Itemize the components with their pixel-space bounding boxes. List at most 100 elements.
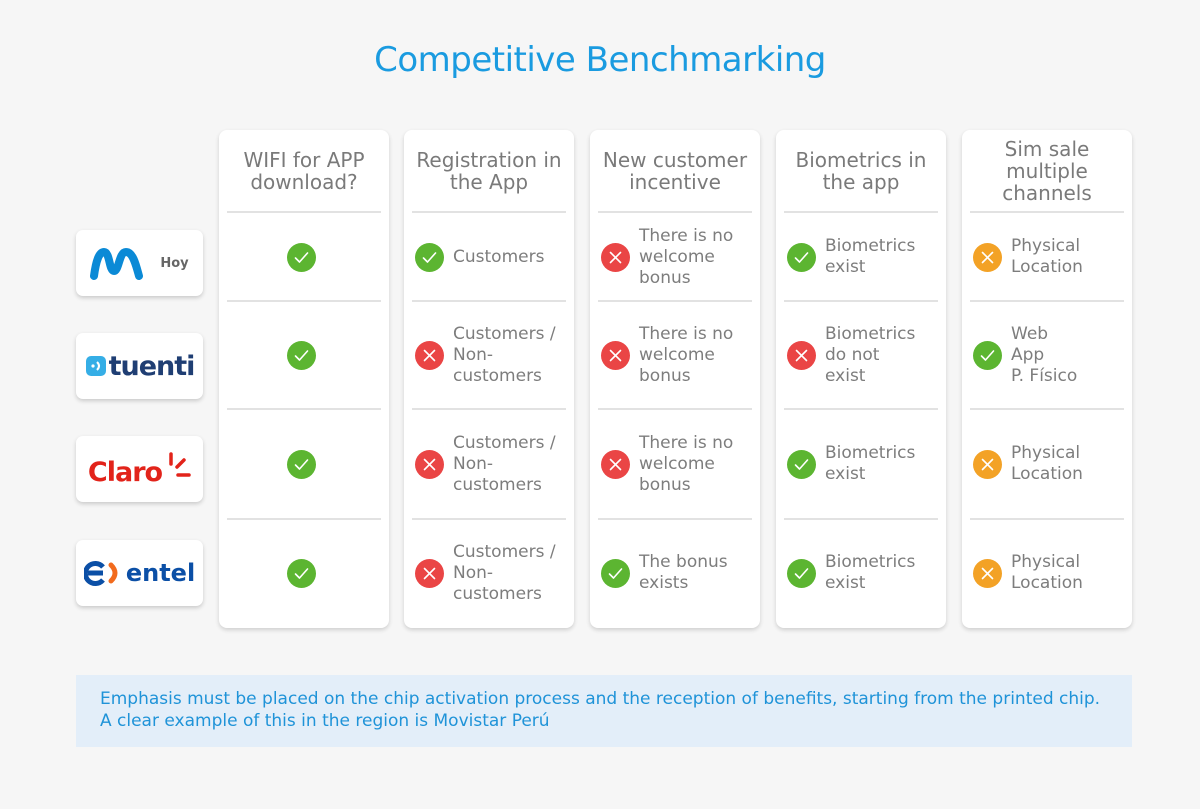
divider xyxy=(784,518,938,520)
table-cell: Biometrics exist xyxy=(776,410,946,518)
cell-text: There is no welcome bonus xyxy=(639,225,734,288)
check-icon xyxy=(973,340,1002,370)
brand-movistar-label: Hoy xyxy=(160,255,189,271)
table-cell: Biometrics exist xyxy=(776,520,946,626)
column-header: WIFI for APP download? xyxy=(243,148,365,194)
tuenti-logo-icon xyxy=(85,356,106,376)
divider xyxy=(412,408,566,410)
table-cell: Customers / Non- customers xyxy=(404,302,574,408)
column-header: Registration in the App xyxy=(416,148,562,194)
column-wifi-for-app-download: WIFI for APP download? xyxy=(219,130,389,628)
cross-icon xyxy=(787,340,816,370)
divider xyxy=(227,518,381,520)
table-cell xyxy=(219,410,389,518)
table-cell: Biometrics exist xyxy=(776,214,946,300)
divider xyxy=(598,518,752,520)
cell-text: Biometrics exist xyxy=(825,552,916,593)
check-icon xyxy=(787,558,816,588)
table-cell xyxy=(219,520,389,626)
divider xyxy=(784,408,938,410)
table-cell: There is no welcome bonus xyxy=(590,214,760,300)
divider xyxy=(598,211,752,213)
cell-text: Physical Location xyxy=(1011,443,1083,484)
column-header: Biometrics in the app xyxy=(795,148,927,194)
partial-cross-icon xyxy=(973,558,1002,588)
table-cell: Physical Location xyxy=(962,520,1132,626)
table-cell: Web App P. Físico xyxy=(962,302,1132,408)
cross-icon xyxy=(415,558,444,588)
cell-text: Biometrics exist xyxy=(825,443,916,484)
cell-text: Customers xyxy=(453,246,545,267)
note-banner: Emphasis must be placed on the chip acti… xyxy=(76,675,1132,747)
divider xyxy=(227,408,381,410)
brand-claro-logo-text: Claro xyxy=(87,456,163,488)
check-icon xyxy=(286,242,316,272)
column-header: Sim sale multiple channels xyxy=(1002,137,1092,205)
check-icon xyxy=(286,340,316,370)
table-cell: Customers / Non- customers xyxy=(404,410,574,518)
divider xyxy=(784,300,938,302)
cross-icon xyxy=(415,340,444,370)
table-cell: Customers / Non- customers xyxy=(404,520,574,626)
partial-cross-icon xyxy=(973,449,1002,479)
cell-text: Physical Location xyxy=(1011,236,1083,277)
table-cell: Physical Location xyxy=(962,410,1132,518)
divider xyxy=(598,408,752,410)
table-cell: Biometrics do not exist xyxy=(776,302,946,408)
brand-tuenti-logo-text: tuenti xyxy=(108,350,196,382)
cell-text: Physical Location xyxy=(1011,552,1083,593)
table-cell: Physical Location xyxy=(962,214,1132,300)
cross-icon xyxy=(601,340,630,370)
cross-icon xyxy=(415,449,444,479)
cross-icon xyxy=(601,242,630,272)
column-sim-sale-multiple-channels: Sim sale multiple channels Physical Locat… xyxy=(962,130,1132,628)
cell-text: Biometrics exist xyxy=(825,236,916,277)
cell-text: There is no welcome bonus xyxy=(639,323,734,386)
table-cell: Customers xyxy=(404,214,574,300)
cell-text: Biometrics do not exist xyxy=(825,323,916,386)
cell-text: There is no welcome bonus xyxy=(639,432,734,495)
cell-text: The bonus exists xyxy=(639,552,728,593)
table-cell: There is no welcome bonus xyxy=(590,302,760,408)
divider xyxy=(970,518,1124,520)
divider xyxy=(227,300,381,302)
check-icon xyxy=(787,449,816,479)
divider xyxy=(970,300,1124,302)
brand-entel: entel xyxy=(76,540,203,606)
cross-icon xyxy=(601,449,630,479)
movistar-logo-icon xyxy=(90,248,144,280)
claro-rays-icon xyxy=(169,452,191,477)
divider xyxy=(412,518,566,520)
entel-logo-icon xyxy=(83,561,118,586)
note-text: Emphasis must be placed on the chip acti… xyxy=(100,689,1101,731)
brand-entel-logo-text: entel xyxy=(125,559,196,587)
cell-text: Customers / Non- customers xyxy=(453,432,556,495)
cell-text: Customers / Non- customers xyxy=(453,323,556,386)
brand-movistar: Hoy xyxy=(76,230,203,296)
partial-cross-icon xyxy=(973,242,1002,272)
column-header: New customer incentive xyxy=(602,148,748,194)
divider xyxy=(598,300,752,302)
brand-claro: Claro xyxy=(76,436,203,502)
divider xyxy=(412,211,566,213)
check-icon xyxy=(787,242,816,272)
cell-text: Customers / Non- customers xyxy=(453,541,556,604)
table-cell xyxy=(219,214,389,300)
divider xyxy=(227,211,381,213)
table-cell: There is no welcome bonus xyxy=(590,410,760,518)
brand-tuenti: tuenti xyxy=(76,333,203,399)
table-cell xyxy=(219,302,389,408)
divider xyxy=(784,211,938,213)
check-icon xyxy=(286,558,316,588)
check-icon xyxy=(286,449,316,479)
divider xyxy=(970,408,1124,410)
column-registration-in-the-app: Registration in the App Customers Customer… xyxy=(404,130,574,628)
cell-text: Web App P. Físico xyxy=(1011,323,1078,386)
divider xyxy=(412,300,566,302)
check-icon xyxy=(415,242,444,272)
divider xyxy=(970,211,1124,213)
table-cell: The bonus exists xyxy=(590,520,760,626)
column-biometrics-in-the-app: Biometrics in the app Biometrics exist Bio… xyxy=(776,130,946,628)
column-new-customer-incentive: New customer incentive There is no welcom… xyxy=(590,130,760,628)
check-icon xyxy=(601,558,630,588)
